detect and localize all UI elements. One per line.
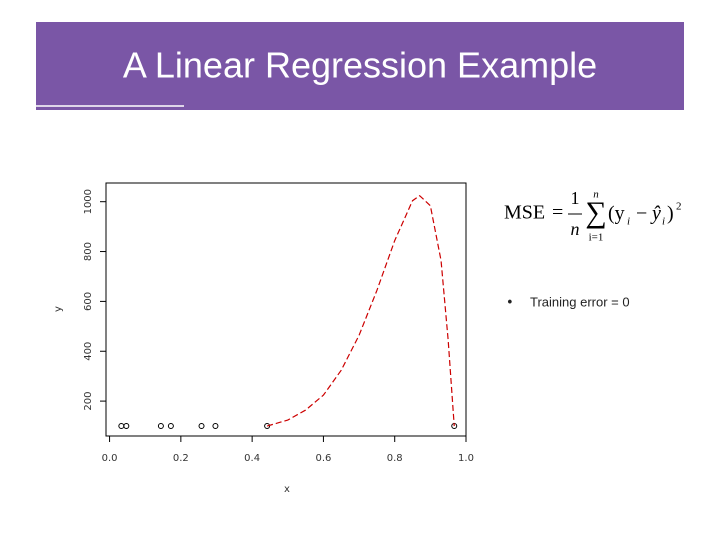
title-bar <box>36 22 684 110</box>
point <box>167 423 174 430</box>
x-tick-label: 0.4 <box>244 453 260 464</box>
bullet: • <box>506 296 514 311</box>
fit-line <box>266 194 455 427</box>
formula-part: ŷ <box>650 203 661 225</box>
y-tick-label: 600 <box>83 292 94 311</box>
plot-frame <box>105 182 467 437</box>
y-tick-label: 800 <box>83 242 94 261</box>
y-axis-label: y <box>53 306 64 312</box>
x-tick-label: 0.2 <box>173 453 189 464</box>
formula-part: ) <box>667 203 674 225</box>
y-tick-label: 1000 <box>83 189 94 214</box>
formula-part: i <box>627 216 630 228</box>
formula-part: 1 <box>571 188 580 208</box>
point <box>198 423 205 430</box>
y-tick-label: 400 <box>83 342 94 361</box>
bullet-text: Training error = 0 <box>530 294 630 309</box>
formula-part: ∑ <box>585 196 606 229</box>
y-tick-label: 200 <box>83 392 94 411</box>
formula-part: (y <box>608 203 625 225</box>
formula-part: 2 <box>676 201 682 213</box>
formula-part: = <box>552 202 563 224</box>
formula-part: n <box>593 189 599 201</box>
formula: MSE = 1 n ∑ n i=1 (y i − ŷ i ) 2 <box>504 188 682 243</box>
point <box>123 423 130 430</box>
formula-part: MSE <box>504 202 545 224</box>
point <box>264 423 271 430</box>
x-tick-label: 0.8 <box>387 453 403 464</box>
x-tick-label: 0.6 <box>315 453 331 464</box>
x-axis-label: x <box>284 484 290 495</box>
x-tick-label: 1.0 <box>458 453 474 464</box>
formula-part: − <box>636 203 647 225</box>
x-tick-label: 0.0 <box>102 453 118 464</box>
formula-part: i <box>662 216 665 228</box>
point <box>157 423 164 430</box>
point <box>118 423 125 430</box>
formula-part: n <box>571 219 580 239</box>
formula-part: i=1 <box>589 232 604 244</box>
slide-title: A Linear Regression Example <box>123 45 597 86</box>
point <box>212 423 219 430</box>
